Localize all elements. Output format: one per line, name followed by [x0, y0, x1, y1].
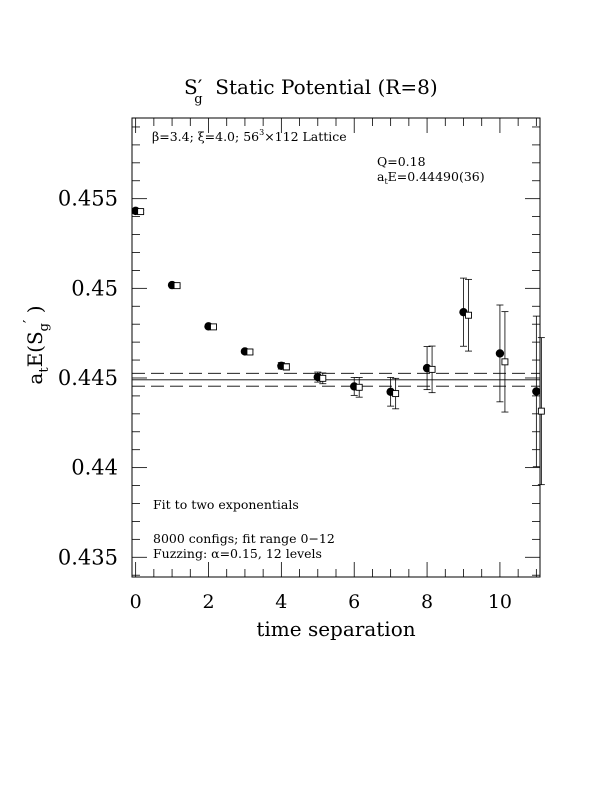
energy-a: a: [377, 169, 385, 184]
q-annotation: Q=0.18: [377, 154, 426, 169]
y-title-a-subscript: t: [37, 367, 52, 373]
data-point-square: [282, 363, 290, 371]
chart-title: S′ g Static Potential (R=8): [184, 75, 438, 107]
y-title-prime: ′: [20, 319, 38, 323]
ticks: [132, 118, 540, 577]
data-point-square: [210, 323, 217, 331]
data-point-square: [392, 390, 400, 398]
data-point-square: [501, 358, 509, 366]
x-tick-label: 0: [130, 591, 142, 613]
y-title-close: ): [23, 305, 47, 319]
energy-rest: E=0.44490(36): [388, 169, 485, 184]
data-point-circle: [495, 349, 505, 358]
y-tick-label: 0.44: [71, 456, 118, 480]
lattice-rest: ×112 Lattice: [264, 129, 347, 144]
fit-annotation: Fit to two exponentials: [153, 497, 299, 512]
data-point-square: [465, 311, 472, 319]
data-point-square: [137, 208, 145, 216]
data-point-square: [246, 348, 254, 356]
x-tick-label: 2: [202, 591, 214, 613]
x-tick-label: 6: [348, 591, 360, 613]
data-point-square: [355, 383, 363, 391]
title-symbol: S: [184, 75, 198, 99]
x-tick-label: 4: [275, 591, 287, 613]
lattice-annotation: β=3.4; ξ=4.0; 563×112 Lattice: [152, 128, 347, 144]
y-tick-label: 0.455: [58, 187, 118, 211]
y-title-subscript: g: [37, 323, 52, 331]
y-tick-label: 0.435: [58, 545, 118, 569]
title-subscript: g: [194, 92, 202, 107]
x-tick-label: 8: [421, 591, 433, 613]
data-point-circle: [532, 387, 541, 396]
data-point-square: [173, 282, 181, 290]
fuzzing-annotation: Fuzzing: α=0.15, 12 levels: [153, 546, 322, 561]
y-axis-title: atE(Sg′ ): [20, 305, 52, 384]
data-marks: [131, 206, 545, 486]
data-point-square: [319, 374, 327, 382]
y-title-a: a: [23, 373, 47, 385]
lattice-beta: β=3.4;: [152, 129, 198, 144]
energy-annotation: atE=0.44490(36): [377, 169, 485, 186]
x-axis-title: time separation: [256, 617, 415, 641]
tick-labels: 0 2 4 6 8 10 0.435 0.44 0.445 0.45 0.455: [58, 187, 512, 613]
data-point-square: [428, 365, 436, 373]
lattice-xi: ξ=4.0; 56: [198, 129, 259, 144]
x-tick-label: 10: [488, 591, 512, 613]
configs-annotation: 8000 configs; fit range 0−12: [153, 531, 335, 546]
y-tick-label: 0.445: [58, 366, 118, 390]
fit-lines: [132, 372, 540, 387]
title-prime: ′: [198, 75, 203, 99]
energy-subscript: t: [384, 177, 388, 186]
y-title-main: E(S: [23, 331, 47, 367]
y-tick-label: 0.45: [71, 276, 118, 300]
data-point-square: [537, 407, 545, 415]
lattice-exponent: 3: [259, 128, 264, 137]
title-rest: Static Potential (R=8): [203, 75, 438, 99]
